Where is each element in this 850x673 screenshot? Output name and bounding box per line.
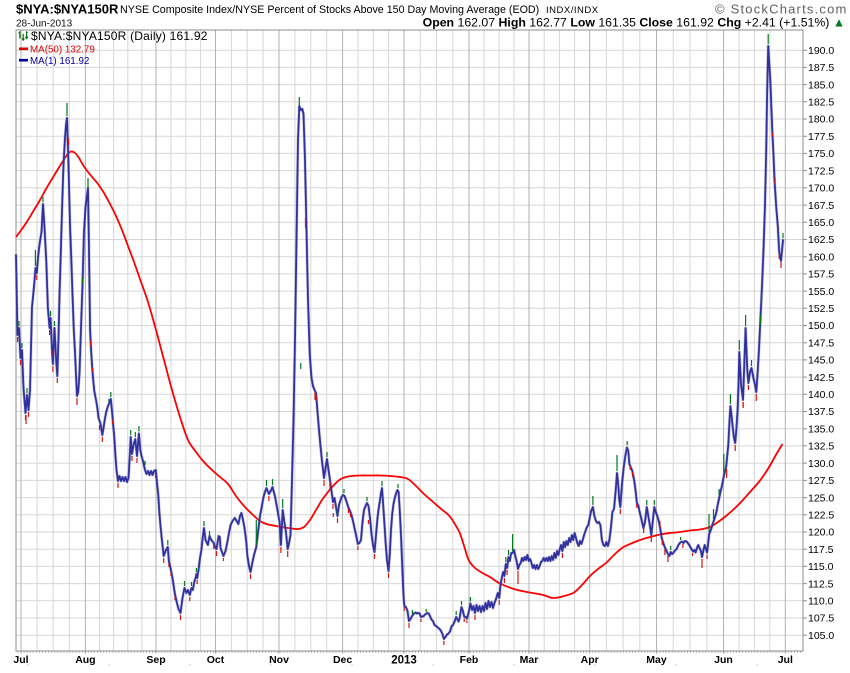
svg-text:180.0: 180.0 [808,114,834,126]
svg-text:120.0: 120.0 [808,527,834,539]
svg-text:155.0: 155.0 [808,286,834,298]
svg-text:© StockCharts.com: © StockCharts.com [715,2,848,17]
svg-text:NYSE Composite Index/NYSE Perc: NYSE Composite Index/NYSE Percent of Sto… [120,4,539,16]
svg-text:172.5: 172.5 [808,165,834,177]
svg-text:150.0: 150.0 [808,320,834,332]
svg-text:Nov: Nov [269,654,289,666]
svg-text:$NYA:$NYA150R: $NYA:$NYA150R [16,2,119,17]
svg-text:167.5: 167.5 [808,200,834,212]
svg-text:Jul: Jul [778,654,793,666]
svg-text:28-Jun-2013: 28-Jun-2013 [16,19,73,30]
svg-text:112.5: 112.5 [808,578,834,590]
svg-text:162.5: 162.5 [808,234,834,246]
svg-text:Sep: Sep [146,654,165,666]
svg-text:122.5: 122.5 [808,510,834,522]
svg-text:Mar: Mar [520,654,539,666]
svg-text:105.0: 105.0 [808,630,834,642]
svg-text:182.5: 182.5 [808,97,834,109]
svg-text:MA(1) 161.92: MA(1) 161.92 [30,56,89,67]
svg-text:130.0: 130.0 [808,458,834,470]
svg-text:Apr: Apr [581,654,599,666]
svg-text:125.0: 125.0 [808,492,834,504]
svg-text:Open 162.07 High 162.77 Low: Open 162.07 High 162.77 Low 161.35 Close… [423,16,845,30]
svg-text:187.5: 187.5 [808,62,834,74]
svg-text:145.0: 145.0 [808,355,834,367]
svg-text:Jun: Jun [714,654,733,666]
svg-text:115.0: 115.0 [808,561,834,573]
svg-text:2013: 2013 [391,655,417,667]
svg-text:190.0: 190.0 [808,45,834,57]
svg-text:135.0: 135.0 [808,423,834,435]
svg-text:140.0: 140.0 [808,389,834,401]
svg-text:137.5: 137.5 [808,406,834,418]
svg-text:127.5: 127.5 [808,475,834,487]
svg-text:$NYA:$NYA150R (Daily) 161.92: $NYA:$NYA150R (Daily) 161.92 [31,29,208,43]
svg-text:142.5: 142.5 [808,372,834,384]
svg-text:175.0: 175.0 [808,148,834,160]
svg-text:165.0: 165.0 [808,217,834,229]
svg-text:Oct: Oct [207,654,225,666]
svg-text:Feb: Feb [460,654,479,666]
svg-text:Jul: Jul [13,654,28,666]
svg-text:May: May [646,654,667,666]
svg-text:147.5: 147.5 [808,337,834,349]
svg-text:Aug: Aug [75,654,95,666]
svg-text:170.0: 170.0 [808,183,834,195]
svg-text:110.0: 110.0 [808,596,834,608]
svg-text:160.0: 160.0 [808,251,834,263]
svg-text:Dec: Dec [333,654,352,666]
svg-text:185.0: 185.0 [808,79,834,91]
svg-text:152.5: 152.5 [808,303,834,315]
svg-text:117.5: 117.5 [808,544,834,556]
svg-text:177.5: 177.5 [808,131,834,143]
svg-text:INDX/INDX: INDX/INDX [546,5,599,16]
svg-text:MA(50) 132.79: MA(50) 132.79 [30,45,95,56]
svg-text:157.5: 157.5 [808,269,834,281]
svg-text:107.5: 107.5 [808,613,834,625]
svg-text:132.5: 132.5 [808,441,834,453]
